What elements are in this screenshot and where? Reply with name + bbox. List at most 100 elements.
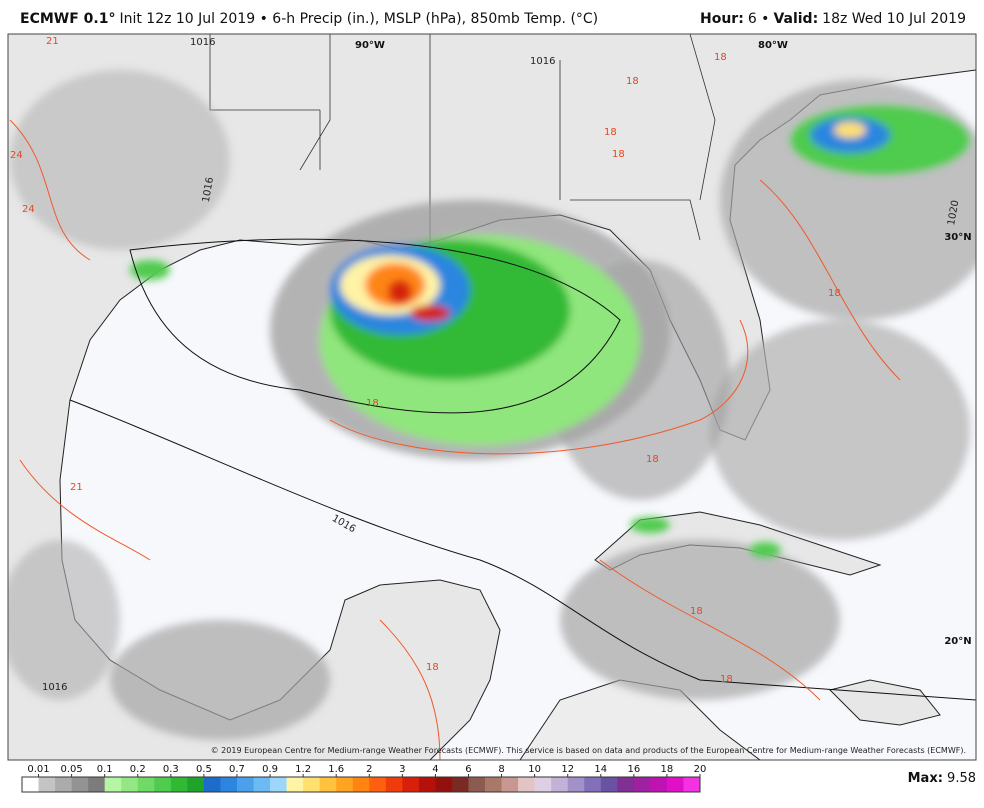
colorbar: 0.01 0.05 0.1 0.2 0.3 0.5 0.7 0.9 1.2 1.6 2 3 4 6 8 10 1…: [21, 764, 707, 793]
colorbar-cell: [633, 777, 651, 792]
lat-label: 30°N: [944, 232, 971, 243]
colorbar-cell: [518, 777, 535, 792]
colorbar-cell: [286, 777, 304, 792]
isotherm-label: 18: [720, 674, 733, 685]
colorbar-cell: [270, 777, 287, 792]
isotherm-label: 24: [10, 150, 23, 161]
colorbar-tick-label: 0.1: [97, 764, 113, 775]
colorbar-tick-label: 0.9: [262, 764, 278, 775]
colorbar-tick-label: 14: [594, 764, 607, 775]
lon-label: 80°W: [758, 40, 788, 51]
colorbar-tick-label: 0.2: [130, 764, 146, 775]
colorbar-cell: [253, 777, 271, 792]
colorbar-frame: [21, 776, 701, 793]
header-right: Hour: 6 • Valid: 18z Wed 10 Jul 2019: [700, 11, 966, 27]
colorbar-cell: [534, 777, 552, 792]
colorbar-cell: [137, 777, 155, 792]
colorbar-cell: [121, 777, 139, 792]
isobars: [69, 238, 976, 701]
colorbar-cell: [551, 777, 569, 792]
colorbar-cell: [385, 777, 403, 792]
colorbar-cell: [220, 777, 238, 792]
isotherm-label: 21: [70, 482, 83, 493]
colorbar-cell: [501, 777, 519, 792]
isotherm-label: 18: [714, 52, 727, 63]
isotherms: [9, 119, 901, 760]
max-label: Max:: [907, 771, 943, 786]
isobar-label: 1016: [530, 56, 555, 67]
colorbar-cell: [418, 777, 436, 792]
map-frame: [7, 33, 977, 761]
colorbar-cell: [22, 777, 39, 792]
isotherm-label: 18: [690, 606, 703, 617]
colorbar-tick-label: 18: [661, 764, 674, 775]
header-left: ECMWF 0.1° Init 12z 10 Jul 2019 • 6-h Pre…: [20, 11, 598, 27]
isobar-label: 1016: [190, 37, 215, 48]
hour-value: 6 •: [747, 11, 770, 27]
isotherm-label: 24: [22, 204, 35, 215]
colorbar-cell: [154, 777, 172, 792]
colorbar-cell: [88, 777, 105, 792]
copyright: © 2019 European Centre for Medium-range …: [211, 746, 966, 755]
colorbar-cell: [402, 777, 420, 792]
colorbar-cell: [352, 777, 370, 792]
colorbar-tick-label: 4: [432, 764, 438, 775]
colorbar-cell: [71, 777, 89, 792]
valid-value: 18z Wed 10 Jul 2019: [822, 11, 966, 27]
isotherm-label: 18: [828, 288, 841, 299]
colorbar-cell: [666, 777, 684, 792]
colorbar-cell: [650, 777, 668, 792]
colorbar-cell: [451, 777, 469, 792]
colorbar-tick-label: 20: [694, 764, 707, 775]
colorbar-cell: [617, 777, 635, 792]
colorbar-cell: [435, 777, 453, 792]
colorbar-tick-label: 12: [561, 764, 574, 775]
colorbar-cell: [319, 777, 337, 792]
colorbar-cell: [236, 777, 254, 792]
precip: [8, 70, 976, 740]
colorbar-cell: [187, 777, 205, 792]
lat-label: 20°N: [944, 636, 971, 647]
hour-label: Hour:: [700, 11, 744, 27]
colorbar-cell: [567, 777, 585, 792]
colorbar-tick-label: 0.7: [229, 764, 245, 775]
lon-label: 90°W: [355, 40, 385, 51]
isotherm-label: 21: [46, 36, 59, 47]
colorbar-cell: [600, 777, 618, 792]
colorbar-cell: [55, 777, 72, 792]
colorbar-cell: [203, 777, 221, 792]
colorbar-tick-label: 1.6: [328, 764, 344, 775]
colorbar-tick-label: 16: [627, 764, 640, 775]
map: 90°W 80°W 30°N 20°N 1016 1016 1016 1020 …: [8, 34, 976, 760]
colorbar-cell: [104, 777, 122, 792]
colorbar-tick-label: 2: [366, 764, 372, 775]
isobar-label: 1016: [201, 176, 216, 203]
isobar-label: 1016: [42, 682, 67, 693]
max-value: 9.58: [947, 771, 976, 786]
colorbar-cell: [584, 777, 602, 792]
colorbar-cell: [468, 777, 486, 792]
colorbar-tick-label: 0.01: [27, 764, 49, 775]
max-box: Max: 9.58: [908, 771, 976, 786]
colorbar-tick-label: 8: [498, 764, 504, 775]
colorbar-cell: [170, 777, 188, 792]
colorbar-cell: [683, 777, 701, 792]
isotherm-label: 18: [366, 398, 379, 409]
colorbar-tick-label: 0.5: [196, 764, 212, 775]
model-name: ECMWF 0.1°: [20, 11, 116, 27]
colorbar-cell: [369, 777, 387, 792]
colorbar-tick-label: 1.2: [295, 764, 311, 775]
valid-label: Valid:: [773, 11, 819, 27]
colorbar-tick-label: 10: [528, 764, 541, 775]
colorbar-tick-label: 6: [465, 764, 471, 775]
isotherm-label: 18: [604, 127, 617, 138]
colorbar-tick-label: 0.3: [163, 764, 179, 775]
description: Init 12z 10 Jul 2019 • 6-h Precip (in.),…: [119, 11, 599, 27]
isobar-label: 1020: [946, 199, 961, 226]
colorbar-cell: [336, 777, 354, 792]
isotherm-label: 18: [426, 662, 439, 673]
colorbar-cell: [303, 777, 320, 792]
colorbar-tick-label: 0.05: [60, 764, 82, 775]
